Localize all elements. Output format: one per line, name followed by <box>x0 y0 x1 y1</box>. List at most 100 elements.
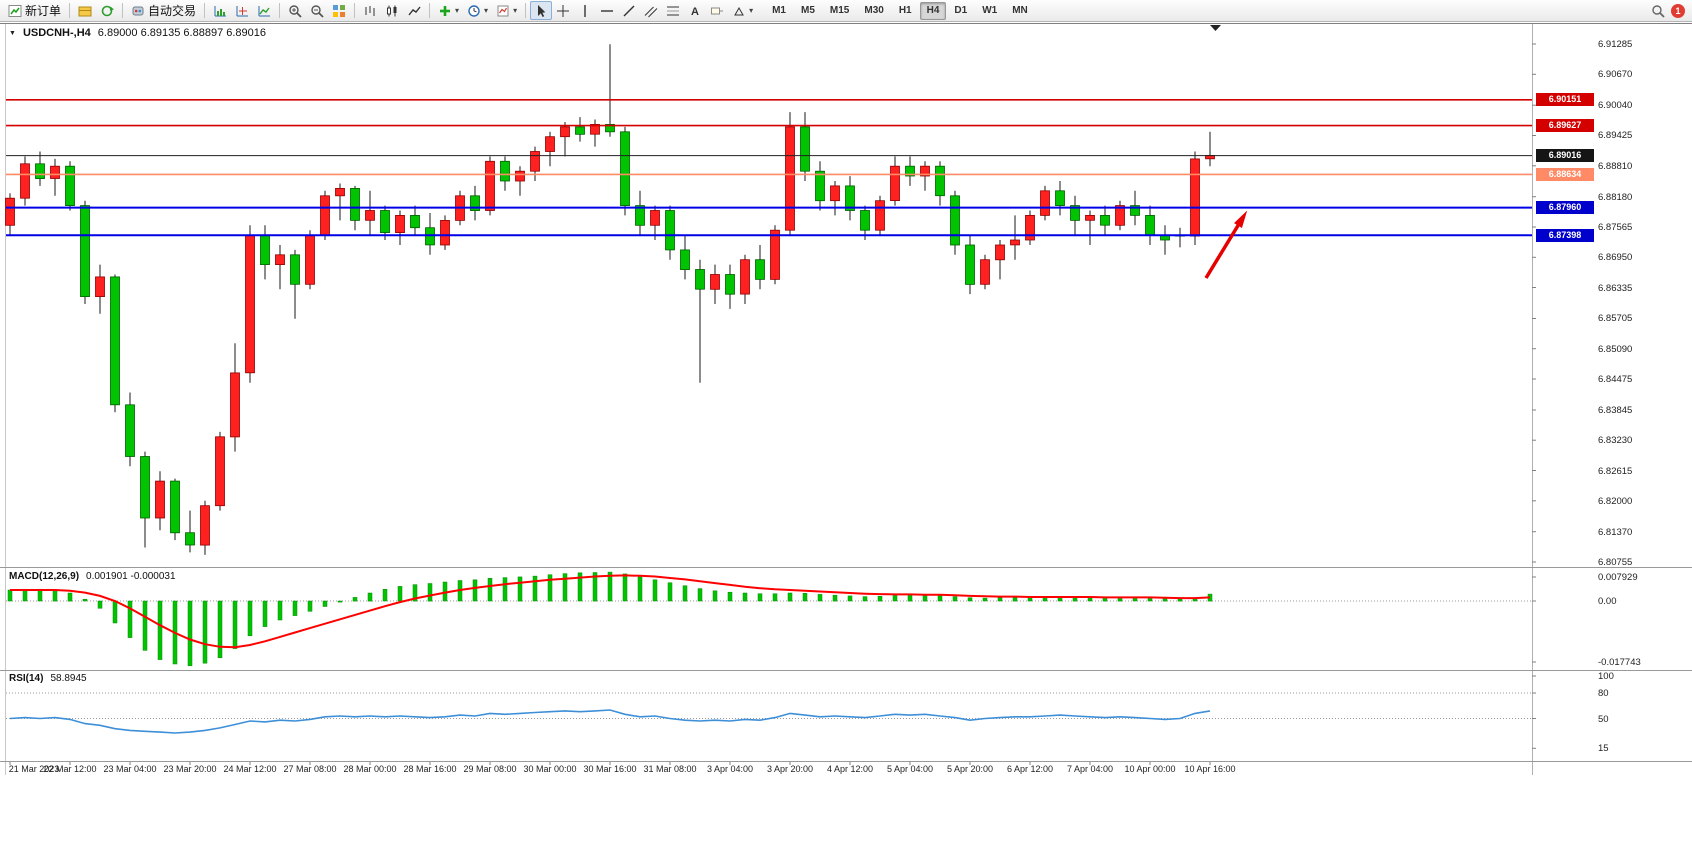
new-order-button[interactable]: 新订单 <box>4 1 65 20</box>
candles-icon <box>385 4 399 18</box>
price-axis-label: 6.91285 <box>1598 39 1633 50</box>
toolbar-separator <box>69 3 71 18</box>
vline-icon <box>578 4 592 18</box>
timeframe-m5-button[interactable]: M5 <box>794 2 822 20</box>
rsi-value: 58.8945 <box>50 673 87 684</box>
new-chart-button[interactable]: ▾ <box>434 1 463 20</box>
mini-chart-line-icon <box>257 4 271 18</box>
vertical-line-tool-button[interactable] <box>574 1 596 20</box>
time-axis-label: 5 Apr 20:00 <box>946 764 994 774</box>
market-watch-button[interactable] <box>209 1 231 20</box>
line-icon <box>407 4 421 18</box>
template-select-button[interactable]: ▾ <box>492 1 521 20</box>
toolbar-separator <box>204 3 206 18</box>
text-label-tool-button[interactable] <box>706 1 728 20</box>
auto-trading-label: 自动交易 <box>148 4 197 18</box>
price-axis-label: 6.86335 <box>1598 282 1633 294</box>
series-end-marker <box>1210 25 1221 31</box>
price-axis-label: 6.88180 <box>1598 191 1633 203</box>
macd-axis-label: 0.007929 <box>1598 572 1638 583</box>
time-axis-label: 23 Mar 20:00 <box>163 764 217 774</box>
time-axis-label: 27 Mar 08:00 <box>283 764 337 774</box>
data-window-button[interactable] <box>231 1 253 20</box>
play-icon <box>131 4 145 18</box>
price-axis-label: 6.87565 <box>1598 221 1633 233</box>
shapes-icon <box>732 4 746 18</box>
zoom-out-button[interactable] <box>306 1 328 20</box>
caret-down-icon: ▾ <box>513 6 518 15</box>
price-axis-label: 6.84475 <box>1598 374 1633 385</box>
book-icon <box>78 4 92 18</box>
toolbar-separator <box>122 3 124 18</box>
price-axis-label: 6.89425 <box>1598 130 1633 142</box>
navigator-button[interactable] <box>253 1 275 20</box>
timeframe-w1-button[interactable]: W1 <box>975 2 1004 20</box>
trendline-tool-button[interactable] <box>618 1 640 20</box>
price-line-label: 6.89016 <box>1536 149 1594 163</box>
price-axis-label: 6.90040 <box>1598 100 1633 112</box>
crosshair-tool-button[interactable] <box>552 1 574 20</box>
time-axis-label: 22 Mar 12:00 <box>43 764 97 774</box>
channel-tool-button[interactable] <box>640 1 662 20</box>
symbol-period-label: USDCNH-,H4 <box>22 27 91 39</box>
timeframe-mn-button[interactable]: MN <box>1005 2 1035 20</box>
price-axis-label: 6.85705 <box>1598 313 1633 325</box>
timeframe-m1-button[interactable]: M1 <box>765 2 793 20</box>
macd-axis-label: 0.00 <box>1598 596 1617 608</box>
symbol-collapse-icon[interactable]: ▼ <box>9 29 16 37</box>
bar-chart-type-button[interactable] <box>359 1 381 20</box>
price-line-label: 6.88634 <box>1536 167 1594 181</box>
template-icon <box>496 4 510 18</box>
time-axis-label: 5 Apr 04:00 <box>886 764 934 774</box>
cursor-tool-button[interactable] <box>530 1 553 20</box>
timeframe-h4-button[interactable]: H4 <box>919 1 947 20</box>
rsi-axis-label: 80 <box>1598 688 1609 699</box>
timeframe-d1-button[interactable]: D1 <box>947 2 974 20</box>
shapes-tool-button[interactable]: ▾ <box>728 1 757 20</box>
bars-icon <box>363 4 377 18</box>
price-line-label: 6.87960 <box>1536 201 1594 215</box>
chart-title: ▼ USDCNH-,H4 6.89000 6.89135 6.88897 6.8… <box>9 27 266 39</box>
line-chart-type-button[interactable] <box>403 1 425 20</box>
rsi-axis-label: 100 <box>1598 671 1614 682</box>
caret-down-icon: ▾ <box>749 6 754 15</box>
search-icon[interactable] <box>1651 4 1665 18</box>
timeframe-m15-button[interactable]: M15 <box>823 2 856 20</box>
macd-values: 0.001901 -0.000031 <box>86 571 176 582</box>
toolbar-right: 1 <box>1651 3 1688 18</box>
zoom-in-button[interactable] <box>284 1 306 20</box>
toolbar-separator <box>279 3 281 18</box>
time-axis-label: 24 Mar 12:00 <box>223 764 277 774</box>
horizontal-line-tool-button[interactable] <box>596 1 618 20</box>
rsi-label: RSI(14) 58.8945 <box>9 673 87 684</box>
clock-icon <box>467 4 481 18</box>
time-axis-label: 31 Mar 08:00 <box>643 764 697 774</box>
price-axis-label: 6.86950 <box>1598 252 1633 264</box>
zoom-out-icon <box>310 4 324 18</box>
refresh-button[interactable] <box>96 1 118 20</box>
price-line-label: 6.89627 <box>1536 119 1594 133</box>
candlestick-chart-type-button[interactable] <box>381 1 403 20</box>
time-axis-label: 3 Apr 04:00 <box>706 764 754 774</box>
period-select-button[interactable]: ▾ <box>463 1 492 20</box>
timeframe-m30-button[interactable]: M30 <box>857 2 890 20</box>
caret-down-icon: ▾ <box>484 6 489 15</box>
time-axis-label: 28 Mar 16:00 <box>403 764 457 774</box>
auto-trading-button[interactable]: 自动交易 <box>127 1 200 20</box>
price-axis-label: 6.90670 <box>1598 69 1633 81</box>
price-axis-label: 6.82615 <box>1598 465 1633 477</box>
notification-badge[interactable]: 1 <box>1671 3 1685 18</box>
toolbar-separator <box>525 3 527 18</box>
time-axis-label: 4 Apr 12:00 <box>826 764 874 774</box>
text-tool-button[interactable]: A <box>684 1 706 20</box>
price-axis-label: 6.80755 <box>1598 557 1633 568</box>
timeframe-h1-button[interactable]: H1 <box>892 2 919 20</box>
time-axis-label: 28 Mar 00:00 <box>343 764 397 774</box>
fibonacci-tool-button[interactable] <box>662 1 684 20</box>
charts-book-button[interactable] <box>74 1 96 20</box>
svg-text:A: A <box>691 6 699 18</box>
tile-windows-button[interactable] <box>328 1 350 20</box>
timeframe-group: M1 M5 M15 M30 H1 H4 D1 W1 MN <box>765 1 1035 20</box>
fibo-icon <box>666 4 680 18</box>
